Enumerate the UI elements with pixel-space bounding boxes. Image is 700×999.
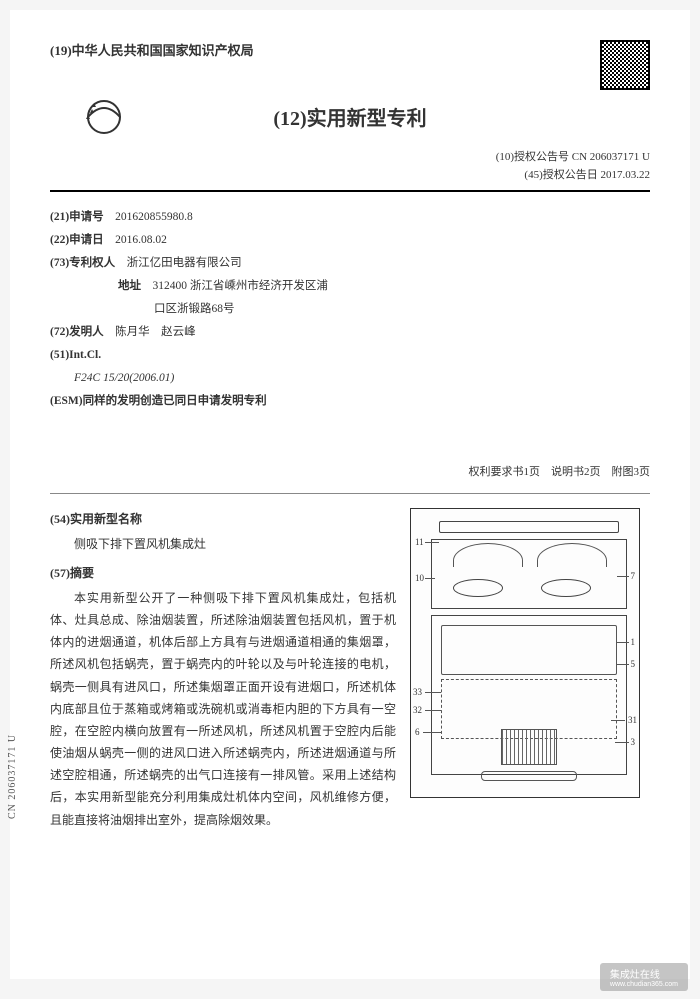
qr-code: [600, 40, 650, 90]
document-type: (12)实用新型专利: [273, 102, 426, 131]
publication-number: (10)授权公告号 CN 206037171 U: [50, 149, 650, 167]
publication-date: (45)授权公告日 2017.03.22: [50, 167, 650, 185]
side-publication-code: CN 206037171 U: [7, 734, 18, 819]
bibliographic-data: (21)申请号 201620855980.8 (22)申请日 2016.08.0…: [50, 206, 650, 413]
divider: [50, 493, 650, 494]
invention-name: 侧吸下排下置风机集成灶: [50, 533, 396, 555]
abstract-label: (57)摘要: [50, 562, 396, 584]
watermark: 集成灶在线 www.chudian365.com: [600, 963, 688, 991]
patent-figure: 11 10 7 1 5 33 32 6 31 3: [410, 508, 640, 798]
page-counts: 权利要求书1页 说明书2页 附图3页: [50, 463, 650, 479]
cnipa-emblem-icon: [80, 93, 128, 141]
authority-name: (19)中华人民共和国国家知识产权局: [50, 40, 254, 59]
divider: [50, 190, 650, 192]
abstract-text: 本实用新型公开了一种侧吸下排下置风机集成灶，包括机体、灶具总成、除油烟装置，所述…: [50, 587, 396, 831]
invention-name-label: (54)实用新型名称: [50, 508, 396, 530]
